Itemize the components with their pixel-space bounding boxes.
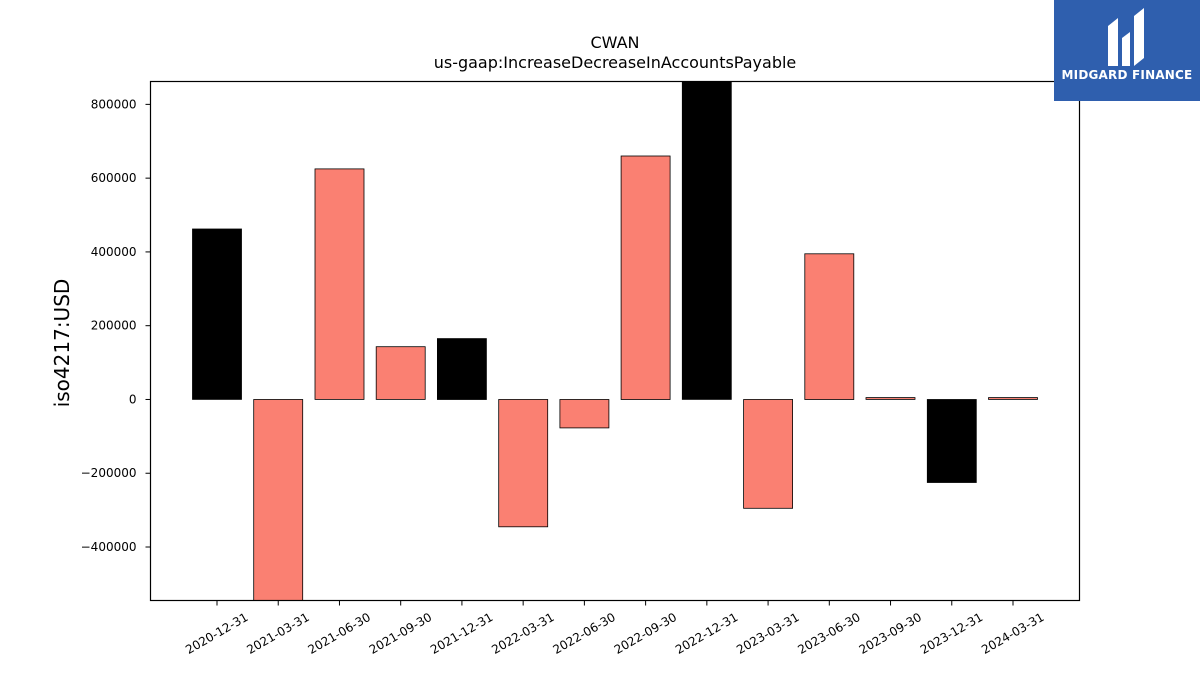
y-tick-label: 400000 — [91, 245, 137, 259]
bar-2023-12-31 — [926, 399, 977, 483]
chart-subtitle: us-gaap:IncreaseDecreaseInAccountsPayabl… — [434, 53, 797, 72]
y-tick-label: −200000 — [81, 466, 137, 480]
x-tick-label: 2024-03-31 — [979, 610, 1046, 657]
y-axis: −400000 −200000 0 200000 400000 600000 800000 — [81, 97, 151, 554]
y-tick-label: 600000 — [91, 171, 137, 185]
bar-2021-06-30 — [314, 168, 365, 400]
bar-2024-03-31 — [988, 397, 1038, 400]
x-tick-label: 2020-12-31 — [183, 610, 250, 657]
bar-2021-03-31 — [253, 399, 304, 601]
bar-2020-12-31 — [192, 228, 242, 400]
x-tick-label: 2021-12-31 — [428, 610, 495, 657]
x-tick-label: 2021-06-30 — [306, 610, 373, 657]
bar-2021-09-30 — [375, 346, 426, 400]
x-tick-label: 2021-03-31 — [244, 610, 311, 657]
bar-2022-09-30 — [620, 155, 671, 400]
midgard-logo-icon — [1108, 8, 1144, 66]
y-tick-label: 200000 — [91, 319, 137, 333]
logo-text: MIDGARD FINANCE — [1061, 68, 1193, 82]
x-tick-label: 2023-12-31 — [918, 610, 985, 657]
bar-2021-12-31 — [436, 338, 487, 400]
y-axis-label: iso4217:USD — [50, 279, 74, 408]
bar-2023-03-31 — [743, 399, 793, 509]
y-tick-label: −400000 — [81, 540, 137, 554]
x-tick-label: 2023-06-30 — [795, 610, 862, 657]
plot-frame — [149, 80, 1081, 602]
x-tick-label: 2022-03-31 — [489, 610, 556, 657]
x-tick-label: 2021-09-30 — [367, 610, 434, 657]
y-tick-label: 0 — [129, 392, 137, 406]
x-tick-label: 2023-09-30 — [857, 610, 924, 657]
x-axis: 2020-12-312021-03-312021-06-302021-09-30… — [183, 600, 1047, 657]
chart-title: CWAN — [590, 33, 639, 52]
y-tick-label: 800000 — [91, 97, 137, 111]
bars-group — [192, 81, 1038, 601]
x-tick-label: 2022-06-30 — [550, 610, 617, 657]
bar-2022-12-31 — [681, 81, 732, 400]
brand-logo: MIDGARD FINANCE — [1054, 0, 1200, 101]
x-tick-label: 2022-09-30 — [612, 610, 679, 657]
bar-2022-03-31 — [498, 399, 549, 528]
x-tick-label: 2022-12-31 — [673, 610, 740, 657]
x-tick-label: 2023-03-31 — [734, 610, 801, 657]
bar-2023-06-30 — [804, 253, 855, 400]
bar-2022-06-30 — [559, 399, 610, 429]
bar-2023-09-30 — [865, 397, 916, 400]
